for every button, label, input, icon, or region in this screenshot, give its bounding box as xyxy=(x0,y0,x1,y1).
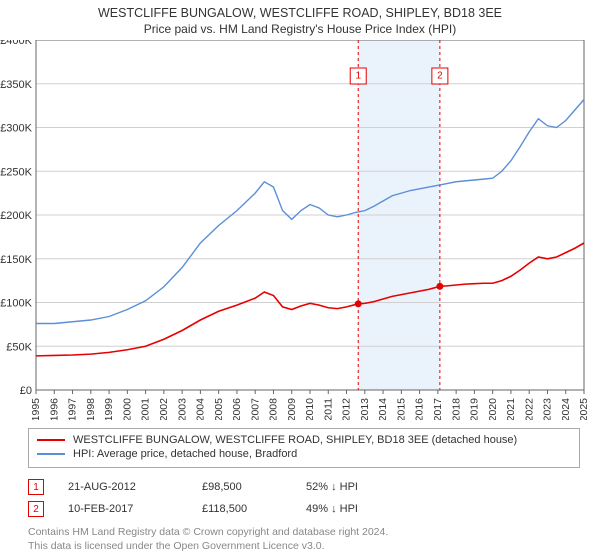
chart-plot-area: £0£50K£100K£150K£200K£250K£300K£350K£400… xyxy=(36,40,596,420)
svg-text:£300K: £300K xyxy=(0,123,32,135)
svg-text:2002: 2002 xyxy=(158,398,170,420)
chart-container: WESTCLIFFE BUNGALOW, WESTCLIFFE ROAD, SH… xyxy=(0,0,600,560)
svg-text:2021: 2021 xyxy=(505,398,517,420)
legend-swatch xyxy=(37,439,65,441)
svg-text:£250K: £250K xyxy=(0,166,32,178)
svg-text:2010: 2010 xyxy=(304,398,316,420)
footer-line: This data is licensed under the Open Gov… xyxy=(28,540,580,554)
svg-text:2005: 2005 xyxy=(213,398,225,420)
svg-text:2017: 2017 xyxy=(432,398,444,420)
legend: WESTCLIFFE BUNGALOW, WESTCLIFFE ROAD, SH… xyxy=(28,428,580,468)
chart-subtitle: Price paid vs. HM Land Registry's House … xyxy=(0,20,600,40)
transaction-pct: 49% ↓ HPI xyxy=(306,503,426,515)
transaction-marker: 2 xyxy=(28,501,44,517)
svg-text:1996: 1996 xyxy=(48,398,60,420)
svg-text:2025: 2025 xyxy=(578,398,590,420)
legend-swatch xyxy=(37,453,65,455)
transaction-price: £118,500 xyxy=(202,503,282,515)
svg-text:2013: 2013 xyxy=(359,398,371,420)
transaction-price: £98,500 xyxy=(202,481,282,493)
svg-text:1995: 1995 xyxy=(30,398,42,420)
svg-text:2024: 2024 xyxy=(560,398,572,420)
svg-text:£0: £0 xyxy=(20,385,32,397)
chart-title: WESTCLIFFE BUNGALOW, WESTCLIFFE ROAD, SH… xyxy=(0,0,600,20)
legend-label: HPI: Average price, detached house, Brad… xyxy=(73,448,297,460)
legend-item: HPI: Average price, detached house, Brad… xyxy=(37,447,571,461)
svg-text:2015: 2015 xyxy=(395,398,407,420)
svg-text:1: 1 xyxy=(355,71,361,82)
svg-text:£50K: £50K xyxy=(6,341,32,353)
svg-text:2001: 2001 xyxy=(140,398,152,420)
footer-attribution: Contains HM Land Registry data © Crown c… xyxy=(28,526,580,553)
svg-text:2011: 2011 xyxy=(322,398,334,420)
transaction-date: 10-FEB-2017 xyxy=(68,503,178,515)
svg-text:2008: 2008 xyxy=(268,398,280,420)
svg-text:£350K: £350K xyxy=(0,79,32,91)
svg-text:2018: 2018 xyxy=(450,398,462,420)
svg-text:£150K: £150K xyxy=(0,254,32,266)
svg-text:1997: 1997 xyxy=(67,398,79,420)
svg-text:1999: 1999 xyxy=(103,398,115,420)
svg-text:2004: 2004 xyxy=(195,398,207,420)
legend-label: WESTCLIFFE BUNGALOW, WESTCLIFFE ROAD, SH… xyxy=(73,434,517,446)
transaction-pct: 52% ↓ HPI xyxy=(306,481,426,493)
svg-text:2006: 2006 xyxy=(231,398,243,420)
svg-text:£400K: £400K xyxy=(0,40,32,47)
transaction-row: 1 21-AUG-2012 £98,500 52% ↓ HPI xyxy=(28,476,580,498)
svg-text:2019: 2019 xyxy=(469,398,481,420)
transaction-row: 2 10-FEB-2017 £118,500 49% ↓ HPI xyxy=(28,498,580,520)
svg-text:2020: 2020 xyxy=(487,398,499,420)
transaction-marker: 1 xyxy=(28,479,44,495)
svg-text:1998: 1998 xyxy=(85,398,97,420)
svg-text:2: 2 xyxy=(437,71,443,82)
svg-text:2022: 2022 xyxy=(523,398,535,420)
footer-line: Contains HM Land Registry data © Crown c… xyxy=(28,526,580,540)
svg-text:2007: 2007 xyxy=(249,398,261,420)
svg-text:2012: 2012 xyxy=(341,398,353,420)
chart-svg: £0 £50K £100K £150K £200K £250K £300K £350K £400… xyxy=(0,40,596,420)
svg-text:£200K: £200K xyxy=(0,210,32,222)
svg-text:2016: 2016 xyxy=(414,398,426,420)
svg-text:£100K: £100K xyxy=(0,298,32,310)
transaction-table: 1 21-AUG-2012 £98,500 52% ↓ HPI 2 10-FEB… xyxy=(28,476,580,520)
svg-text:2009: 2009 xyxy=(286,398,298,420)
transaction-date: 21-AUG-2012 xyxy=(68,481,178,493)
svg-text:2014: 2014 xyxy=(377,398,389,420)
svg-text:2003: 2003 xyxy=(176,398,188,420)
legend-item: WESTCLIFFE BUNGALOW, WESTCLIFFE ROAD, SH… xyxy=(37,433,571,447)
svg-text:2023: 2023 xyxy=(542,398,554,420)
svg-text:2000: 2000 xyxy=(121,398,133,420)
